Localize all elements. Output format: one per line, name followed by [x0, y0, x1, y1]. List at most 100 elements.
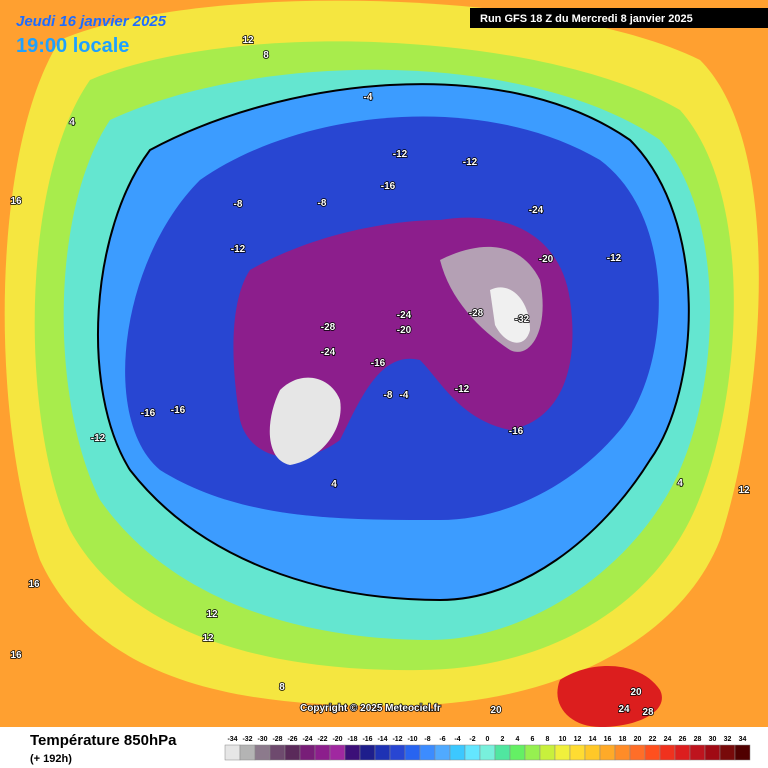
- contour-label: 20: [490, 705, 502, 716]
- contour-label: -16: [371, 358, 386, 369]
- legend-swatch: [434, 744, 451, 761]
- legend-tick-label: -2: [469, 736, 475, 743]
- contour-label: -16: [171, 405, 186, 416]
- contour-label: -28: [469, 308, 484, 319]
- legend-swatch: [269, 744, 286, 761]
- legend-tick-label: 32: [724, 736, 732, 743]
- contour-label: -8: [234, 199, 243, 210]
- legend-tick-label: 16: [604, 736, 612, 743]
- legend-swatch: [329, 744, 346, 761]
- contour-label: 12: [206, 609, 218, 620]
- contour-label: 20: [630, 687, 642, 698]
- legend-swatch: [704, 744, 721, 761]
- legend-tick-label: 28: [694, 736, 702, 743]
- legend-tick-label: 26: [679, 736, 687, 743]
- contour-label: -12: [463, 157, 478, 168]
- header-date: Jeudi 16 janvier 2025: [16, 13, 167, 30]
- legend-tick-label: -8: [424, 736, 430, 743]
- legend-swatch: [599, 744, 616, 761]
- contour-label: -24: [397, 310, 412, 321]
- legend-swatch: [299, 744, 316, 761]
- legend-swatch: [644, 744, 661, 761]
- legend-tick-label: 4: [516, 736, 520, 743]
- contour-label: -24: [529, 205, 544, 216]
- zone-cold-core-2: [269, 377, 341, 465]
- legend-tick-label: -30: [257, 736, 267, 743]
- legend-swatch: [479, 744, 496, 761]
- legend-tick-label: 34: [739, 736, 747, 743]
- contour-label: -20: [539, 254, 554, 265]
- legend-swatch: [449, 744, 466, 761]
- legend-subtitle: (+ 192h): [30, 753, 72, 765]
- contour-label: -12: [91, 433, 106, 444]
- legend-tick-label: -14: [377, 736, 387, 743]
- zone-cold-core-1-inner: [490, 287, 530, 343]
- contour-label: -16: [509, 426, 524, 437]
- legend-tick-label: -10: [407, 736, 417, 743]
- contour-label: -8: [384, 390, 393, 401]
- contour-label: 16: [28, 579, 40, 590]
- legend-tick-label: -24: [302, 736, 312, 743]
- contour-label: 8: [279, 682, 285, 693]
- contour-label: -12: [607, 253, 622, 264]
- legend-swatch: [689, 744, 706, 761]
- legend-tick-label: -32: [242, 736, 252, 743]
- legend-swatch: [224, 744, 241, 761]
- legend-tick-label: 8: [546, 736, 550, 743]
- legend-swatch: [674, 744, 691, 761]
- contour-label: 4: [69, 117, 75, 128]
- legend-tick-label: 10: [559, 736, 567, 743]
- legend-tick-label: 2: [501, 736, 505, 743]
- contour-label: 4: [677, 478, 683, 489]
- legend-swatch: [554, 744, 571, 761]
- legend-swatch: [719, 744, 736, 761]
- legend-tick-label: -18: [347, 736, 357, 743]
- legend-swatch: [359, 744, 376, 761]
- legend-swatch: [659, 744, 676, 761]
- contour-label: -4: [400, 390, 409, 401]
- legend-swatch: [509, 744, 526, 761]
- legend-swatch: [284, 744, 301, 761]
- contour-label: -32: [515, 314, 530, 325]
- legend-tick-label: -12: [392, 736, 402, 743]
- contour-label: -16: [141, 408, 156, 419]
- legend-swatch: [389, 744, 406, 761]
- legend-tick-label: 6: [531, 736, 535, 743]
- zone-hot: [557, 666, 662, 727]
- copyright: Copyright © 2025 Meteociel.fr: [300, 703, 441, 714]
- legend-swatch: [494, 744, 511, 761]
- legend-swatch: [614, 744, 631, 761]
- contour-label: -20: [397, 325, 412, 336]
- legend-swatch: [239, 744, 256, 761]
- legend-tick-label: -20: [332, 736, 342, 743]
- run-text: Run GFS 18 Z du Mercredi 8 janvier 2025: [480, 13, 693, 25]
- legend-swatch: [464, 744, 481, 761]
- legend-title: Température 850hPa: [30, 732, 177, 749]
- legend-tick-label: 24: [664, 736, 672, 743]
- legend-tick-label: 14: [589, 736, 597, 743]
- legend-tick-label: -26: [287, 736, 297, 743]
- legend-tick-label: 22: [649, 736, 657, 743]
- legend-tick-label: -16: [362, 736, 372, 743]
- legend-swatch: [539, 744, 556, 761]
- legend-swatch: [419, 744, 436, 761]
- legend-swatch: [404, 744, 421, 761]
- legend-swatch: [569, 744, 586, 761]
- contour-label: 4: [331, 479, 337, 490]
- zero-isotherm: [97, 83, 690, 602]
- legend-tick-label: 0: [486, 736, 490, 743]
- contour-label: 8: [263, 50, 269, 61]
- legend-tick-label: -22: [317, 736, 327, 743]
- legend-swatch: [254, 744, 271, 761]
- contour-label: -12: [393, 149, 408, 160]
- contour-label: 28: [642, 707, 654, 718]
- legend-swatch: [584, 744, 601, 761]
- contour-label: -12: [231, 244, 246, 255]
- legend-tick-label: 30: [709, 736, 717, 743]
- legend-tick-label: -34: [227, 736, 237, 743]
- contour-label: 24: [618, 704, 630, 715]
- legend-swatch: [629, 744, 646, 761]
- legend-swatch: [344, 744, 361, 761]
- contour-label: -24: [321, 347, 336, 358]
